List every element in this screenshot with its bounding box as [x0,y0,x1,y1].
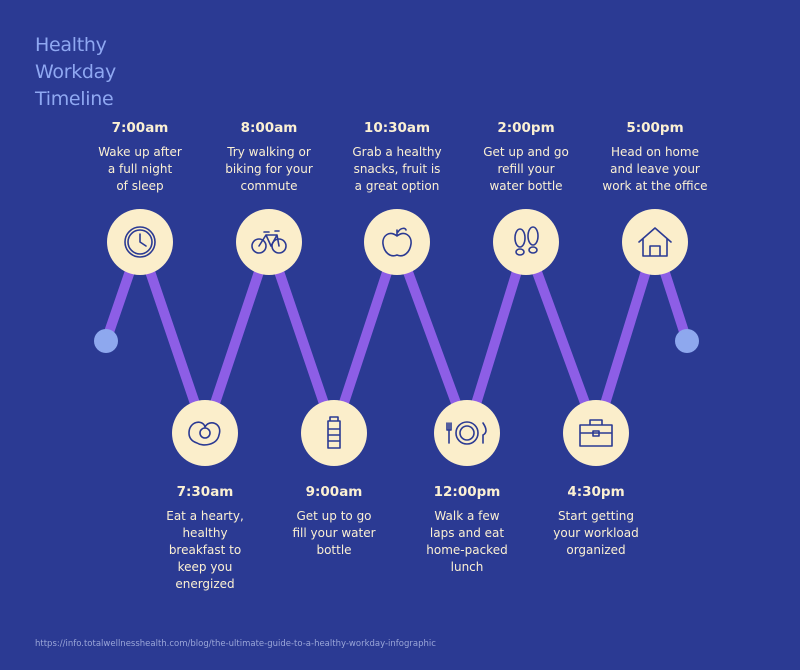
event-description: your workload [553,526,639,540]
icon-circle [364,209,430,275]
icon-circle [172,400,238,466]
event-icon [446,421,487,445]
event-description: keep you [177,560,233,574]
event-time: 2:00pm [497,120,555,136]
event-time: 7:30am [176,484,234,500]
event-description: and leave your [610,162,700,176]
event-icon [188,421,221,446]
event-description: Wake up after [98,145,182,159]
event-marker [622,209,688,275]
event-description: a great option [354,179,440,193]
event-marker [172,400,238,466]
event-description: Get up to go [296,509,372,523]
event-description: of sleep [116,179,164,193]
event-icon [514,226,539,256]
event-description: lunch [450,560,484,574]
event-icon [327,416,341,449]
event-description: Get up and go [483,145,569,159]
event-description: Start getting [557,509,635,523]
event-marker [493,209,559,275]
event-marker [107,209,173,275]
event-marker [301,400,367,466]
event-label: 9:00am Get up to go fill your water bottle [259,484,409,559]
event-marker [434,400,500,466]
event-description: bottle [316,543,352,557]
event-time: 9:00am [305,484,363,500]
event-description: biking for your [225,162,313,176]
event-label: 7:00am Wake up after a full night of sleep [65,120,215,195]
icon-circle [622,209,688,275]
event-description: healthy [182,526,228,540]
event-marker [236,209,302,275]
event-icon [382,227,412,257]
event-description: Try walking or [227,145,311,159]
icon-circle [301,400,367,466]
event-icon [251,230,287,254]
event-description: Head on home [611,145,699,159]
event-label: 10:30am Grab a healthy snacks, fruit is a g… [322,120,472,195]
event-time: 10:30am [363,120,431,136]
event-description: organized [566,543,626,557]
event-description: fill your water [292,526,376,540]
event-description: home-packed [426,543,508,557]
event-description: Grab a healthy [352,145,442,159]
event-marker [563,400,629,466]
event-description: snacks, fruit is [353,162,441,176]
event-description: energized [175,577,235,591]
event-icon [638,227,672,257]
event-label: 8:00am Try walking or biking for your commu… [194,120,344,195]
event-description: Walk a few [434,509,500,523]
event-description: refill your [497,162,555,176]
event-description: Eat a hearty, [166,509,244,523]
event-time: 4:30pm [567,484,625,500]
title: Healthy Workday Timeline [35,34,116,110]
end-dot [675,329,699,353]
event-marker [364,209,430,275]
icon-circle [434,400,500,466]
event-description: work at the office [602,179,708,193]
event-description: a full night [107,162,173,176]
icon-circle [493,209,559,275]
event-description: commute [240,179,298,193]
event-description: water bottle [489,179,563,193]
event-time: 12:00pm [433,484,501,500]
event-icon [579,419,613,447]
event-time: 5:00pm [626,120,684,136]
end-dot [94,329,118,353]
event-description: laps and eat [429,526,505,540]
source-url: https://info.totalwellnesshealth.com/blo… [35,639,436,649]
event-icon [124,226,156,258]
event-label: 12:00pm Walk a few laps and eat home-packed… [392,484,542,576]
event-description: breakfast to [168,543,242,557]
event-label: 5:00pm Head on home and leave your work at … [580,120,730,195]
event-time: 8:00am [240,120,298,136]
event-label: 7:30am Eat a hearty, healthy breakfast to ke… [130,484,280,593]
event-label: 4:30pm Start getting your workload organize… [521,484,671,559]
event-label: 2:00pm Get up and go refill your water bott… [451,120,601,195]
event-time: 7:00am [111,120,169,136]
